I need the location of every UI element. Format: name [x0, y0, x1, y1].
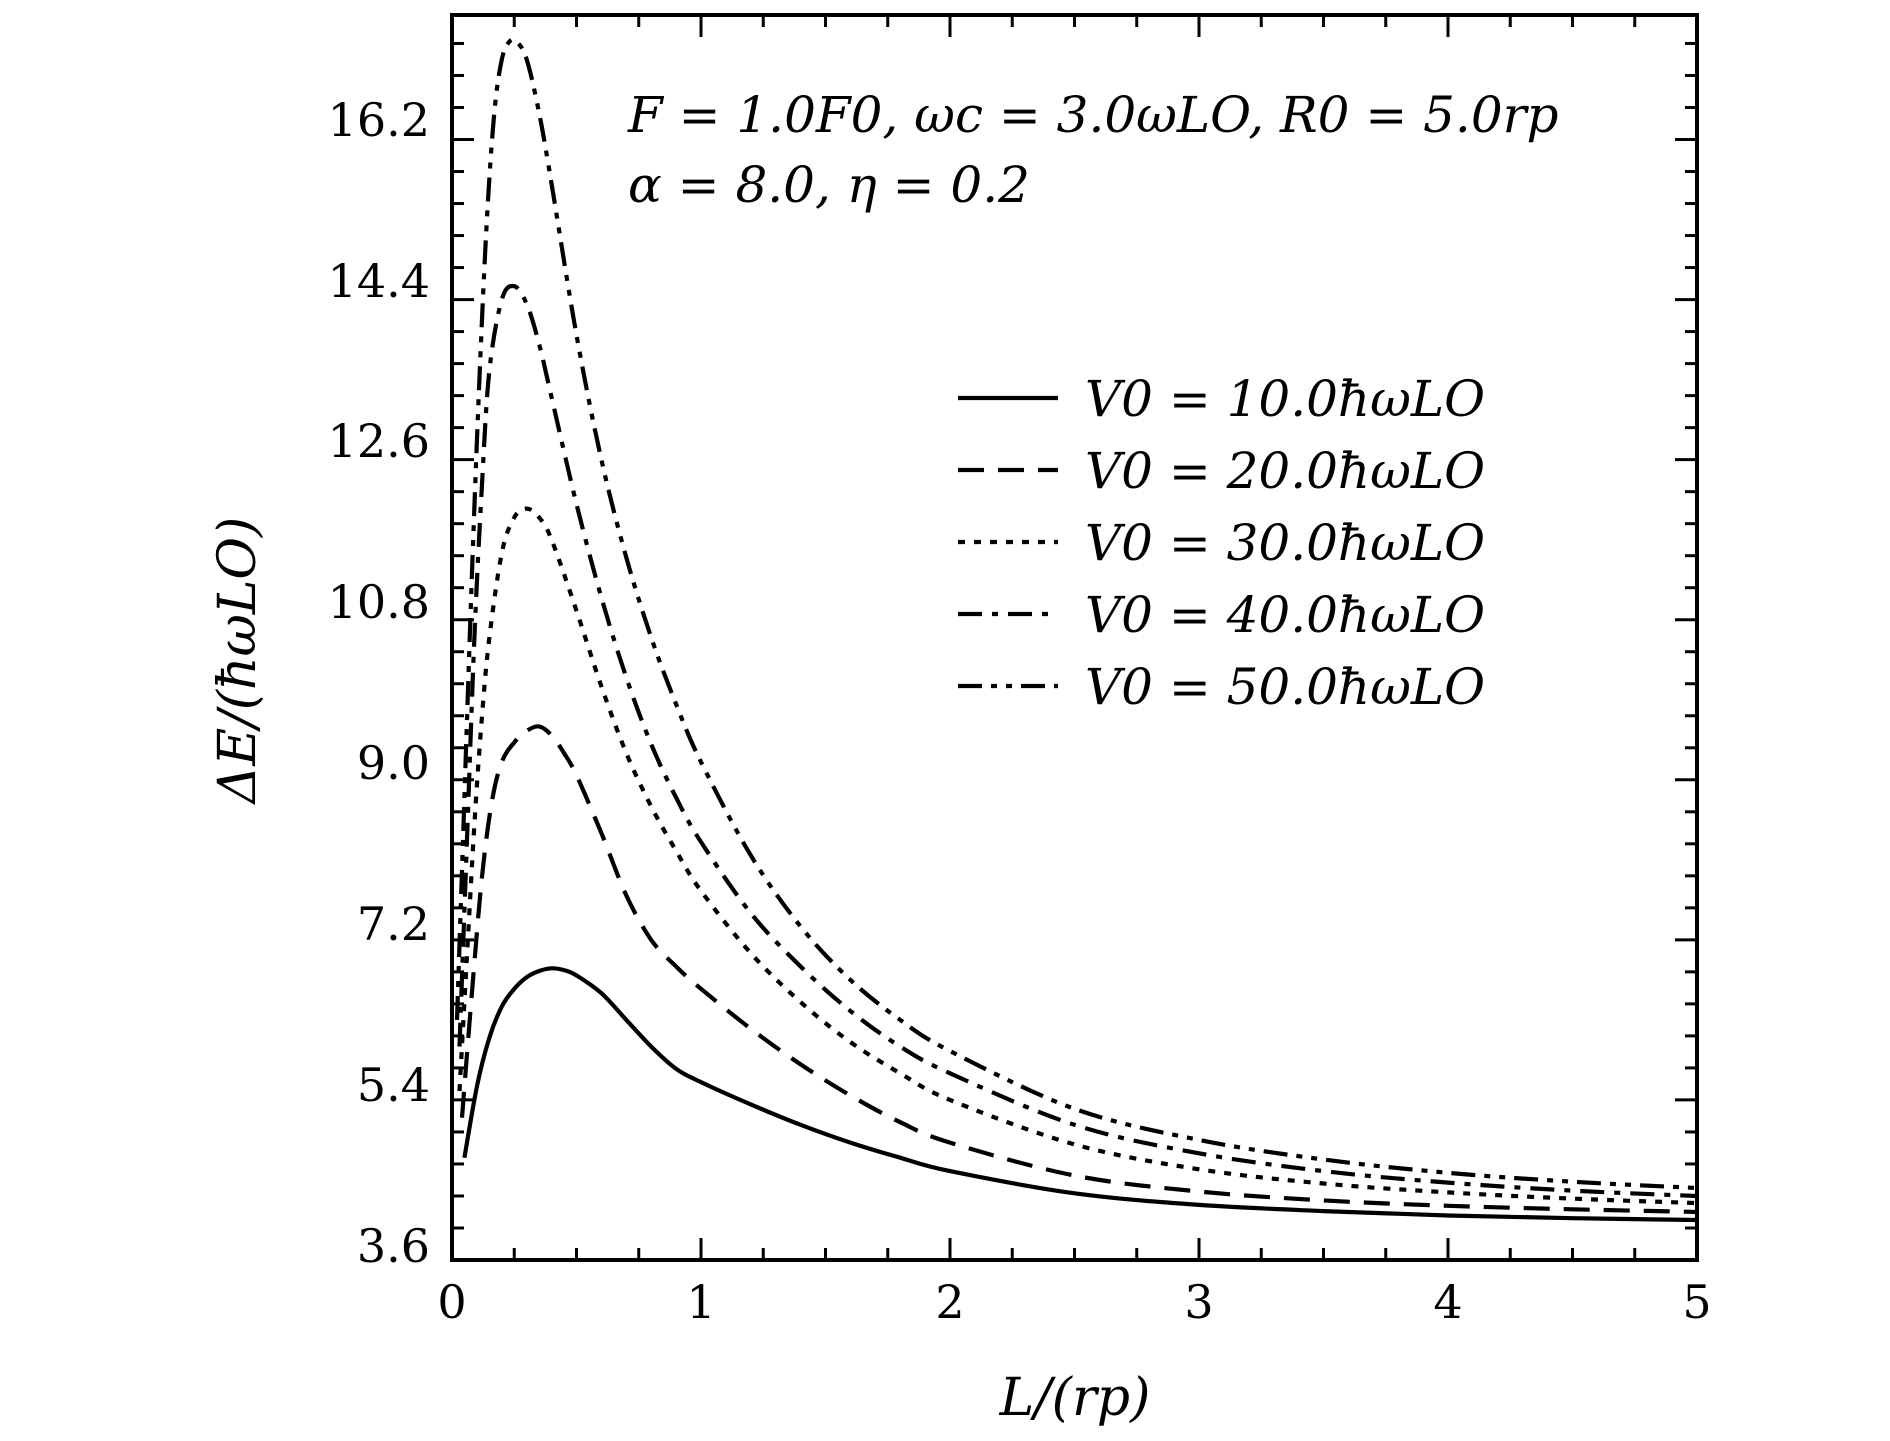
parameter-annotation: F = 1.0F0, ωc = 3.0ωLO, R0 = 5.0rp α = 8…: [627, 86, 1559, 214]
y-tick-label: 3.6: [357, 1219, 430, 1273]
y-tick-label: 10.8: [328, 575, 430, 629]
series-line-dotted: [457, 506, 1698, 1206]
y-tick-label: 14.4: [328, 254, 430, 308]
series-layer: [454, 37, 1698, 1223]
legend-label: V0 = 30.0ħωLO: [1085, 514, 1485, 572]
series-line-dashdotdot: [454, 37, 1698, 1191]
x-tick-label: 0: [437, 1275, 466, 1329]
y-tick-label: 5.4: [357, 1058, 430, 1112]
legend-label: V0 = 20.0ħωLO: [1085, 442, 1485, 500]
series-line-solid: [462, 966, 1698, 1223]
legend: V0 = 10.0ħωLO V0 = 20.0ħωLO V0 = 30.0ħωL…: [958, 370, 1485, 716]
y-axis-title: ΔE/(ħωLO): [208, 517, 268, 806]
legend-label: V0 = 10.0ħωLO: [1085, 370, 1485, 428]
x-tick-labels: 0 1 2 3 4 5: [437, 1275, 1711, 1329]
x-axis-title: L/(rp): [999, 1368, 1151, 1428]
plot-frame: [450, 13, 1699, 1262]
y-tick-label: 16.2: [328, 93, 430, 147]
annotation-line-1: F = 1.0F0, ωc = 3.0ωLO, R0 = 5.0rp: [627, 86, 1559, 144]
x-tick-label: 3: [1184, 1275, 1213, 1329]
legend-label: V0 = 40.0ħωLO: [1085, 586, 1485, 644]
y-tick-label: 7.2: [357, 897, 430, 951]
y-tick-label: 9.0: [357, 736, 430, 790]
y-tick-label: 12.6: [328, 414, 430, 468]
x-tick-label: 2: [935, 1275, 964, 1329]
series-line-dashed: [459, 724, 1698, 1215]
x-tick-label: 4: [1433, 1275, 1462, 1329]
x-tick-label: 5: [1682, 1275, 1711, 1329]
annotation-line-2: α = 8.0, η = 0.2: [628, 156, 1030, 214]
legend-label: V0 = 50.0ħωLO: [1085, 658, 1485, 716]
series-line-dashdot: [457, 283, 1698, 1199]
y-tick-labels: 3.6 5.4 7.2 9.0 10.8 12.6 14.4 16.2: [328, 93, 430, 1273]
x-tick-label: 1: [686, 1275, 715, 1329]
